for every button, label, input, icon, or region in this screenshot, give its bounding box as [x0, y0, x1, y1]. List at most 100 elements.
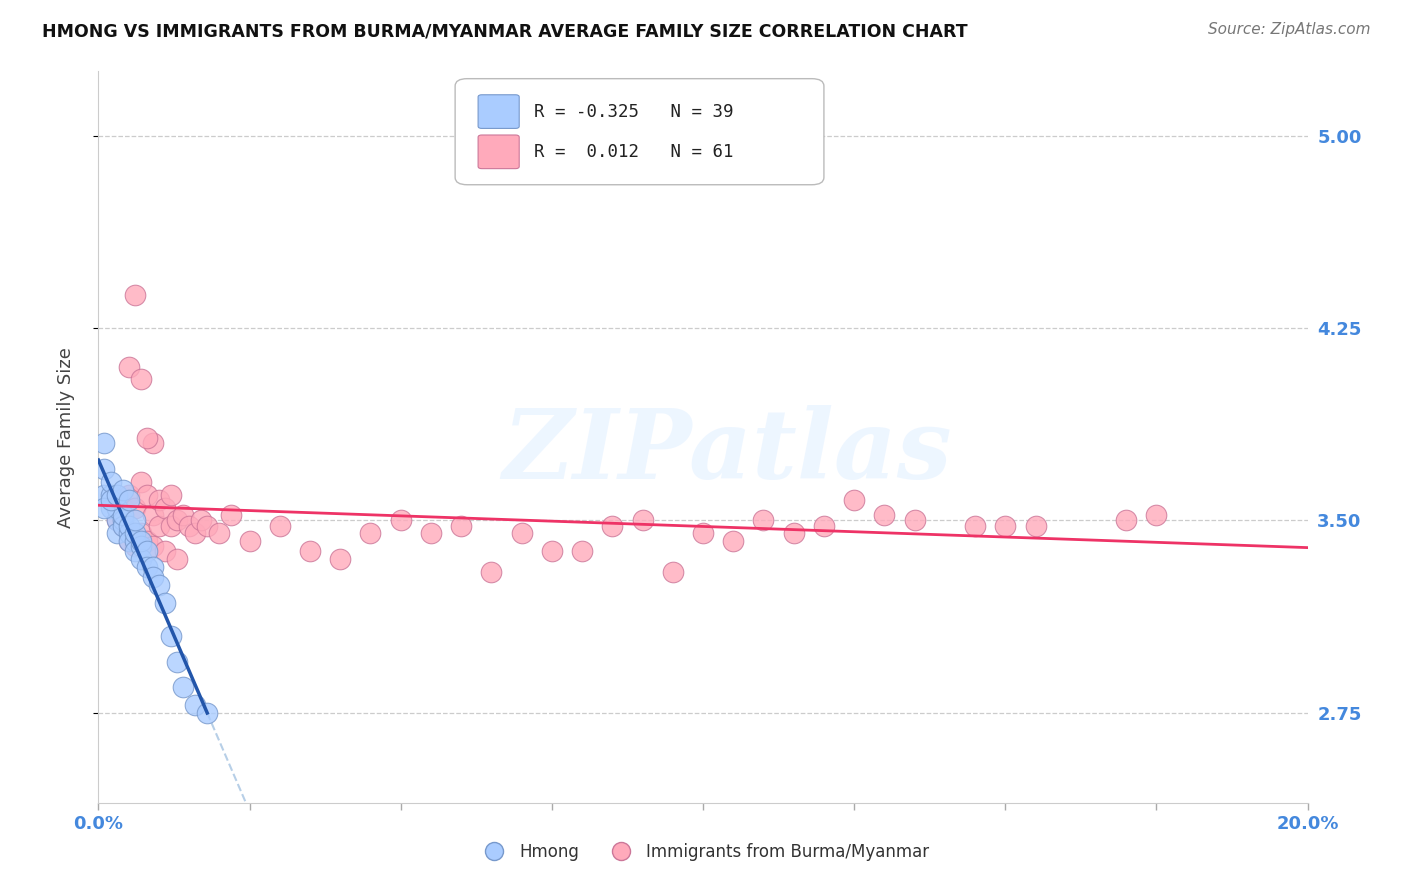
- Point: [844, 492, 866, 507]
- Point: [111, 483, 134, 497]
- Point: [965, 518, 987, 533]
- Point: [129, 526, 152, 541]
- Point: [221, 508, 243, 523]
- Point: [105, 514, 128, 528]
- Point: [135, 544, 157, 558]
- Point: [239, 534, 262, 549]
- Point: [602, 518, 624, 533]
- Text: ZIPatlas: ZIPatlas: [502, 405, 952, 499]
- Point: [111, 508, 134, 523]
- Text: HMONG VS IMMIGRANTS FROM BURMA/MYANMAR AVERAGE FAMILY SIZE CORRELATION CHART: HMONG VS IMMIGRANTS FROM BURMA/MYANMAR A…: [42, 22, 967, 40]
- Point: [111, 514, 134, 528]
- Point: [329, 552, 352, 566]
- FancyBboxPatch shape: [478, 135, 519, 169]
- Point: [111, 500, 134, 515]
- Point: [100, 500, 122, 515]
- Point: [118, 492, 141, 507]
- Point: [172, 508, 194, 523]
- Point: [93, 436, 115, 450]
- Point: [160, 488, 183, 502]
- Point: [360, 526, 382, 541]
- Point: [124, 534, 146, 549]
- Point: [904, 514, 927, 528]
- Point: [195, 706, 218, 720]
- Point: [783, 526, 806, 541]
- Point: [135, 431, 157, 445]
- Point: [129, 539, 152, 553]
- Point: [420, 526, 443, 541]
- Point: [166, 552, 188, 566]
- Point: [172, 681, 194, 695]
- Point: [142, 508, 165, 523]
- Point: [153, 596, 176, 610]
- Point: [118, 359, 141, 374]
- FancyBboxPatch shape: [478, 95, 519, 128]
- Point: [153, 544, 176, 558]
- Point: [124, 526, 146, 541]
- Point: [111, 518, 134, 533]
- Point: [160, 629, 183, 643]
- Point: [142, 436, 165, 450]
- Point: [105, 514, 128, 528]
- Point: [692, 526, 714, 541]
- Point: [299, 544, 322, 558]
- Point: [195, 518, 218, 533]
- Text: Source: ZipAtlas.com: Source: ZipAtlas.com: [1208, 22, 1371, 37]
- Point: [389, 514, 412, 528]
- Point: [1115, 514, 1137, 528]
- Point: [111, 518, 134, 533]
- Point: [148, 518, 170, 533]
- FancyBboxPatch shape: [456, 78, 824, 185]
- Point: [93, 500, 115, 515]
- Point: [813, 518, 835, 533]
- Point: [142, 539, 165, 553]
- Point: [105, 488, 128, 502]
- Point: [166, 655, 188, 669]
- Point: [142, 570, 165, 584]
- Point: [873, 508, 896, 523]
- Legend: Hmong, Immigrants from Burma/Myanmar: Hmong, Immigrants from Burma/Myanmar: [471, 837, 935, 868]
- Text: R =  0.012   N = 61: R = 0.012 N = 61: [534, 143, 733, 161]
- Point: [190, 514, 212, 528]
- Point: [179, 518, 201, 533]
- Point: [160, 518, 183, 533]
- Point: [129, 475, 152, 489]
- Point: [124, 544, 146, 558]
- Point: [129, 552, 152, 566]
- Point: [510, 526, 533, 541]
- Point: [184, 526, 207, 541]
- Point: [994, 518, 1017, 533]
- Point: [153, 500, 176, 515]
- Point: [118, 534, 141, 549]
- Point: [118, 534, 141, 549]
- Point: [135, 559, 157, 574]
- Point: [100, 492, 122, 507]
- Point: [135, 488, 157, 502]
- Point: [166, 514, 188, 528]
- Point: [118, 526, 141, 541]
- Point: [124, 287, 146, 301]
- Point: [93, 462, 115, 476]
- Point: [269, 518, 291, 533]
- Point: [481, 565, 503, 579]
- Point: [93, 488, 115, 502]
- Text: R = -0.325   N = 39: R = -0.325 N = 39: [534, 103, 733, 120]
- Point: [105, 500, 128, 515]
- Point: [124, 514, 146, 528]
- Point: [105, 526, 128, 541]
- Y-axis label: Average Family Size: Average Family Size: [56, 347, 75, 527]
- Point: [723, 534, 745, 549]
- Point: [124, 500, 146, 515]
- Point: [100, 488, 122, 502]
- Point: [571, 544, 593, 558]
- Point: [540, 544, 562, 558]
- Point: [129, 534, 152, 549]
- Point: [118, 488, 141, 502]
- Point: [752, 514, 775, 528]
- Point: [661, 565, 683, 579]
- Point: [118, 518, 141, 533]
- Point: [100, 475, 122, 489]
- Point: [450, 518, 472, 533]
- Point: [129, 372, 152, 386]
- Point: [105, 500, 128, 515]
